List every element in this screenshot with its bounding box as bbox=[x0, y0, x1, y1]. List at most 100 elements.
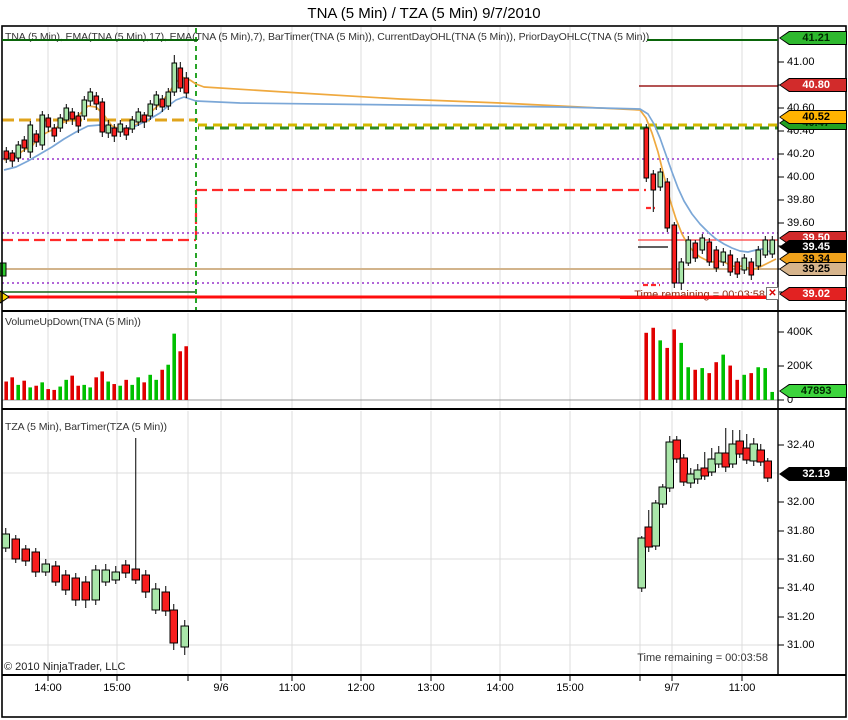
candle-body bbox=[121, 564, 130, 574]
volume-bar bbox=[679, 342, 683, 400]
time-axis-label-13-00: 13:00 bbox=[417, 682, 445, 694]
candle-body bbox=[762, 239, 769, 256]
volume-bar bbox=[28, 387, 32, 400]
candle-body bbox=[769, 239, 776, 255]
candle-body bbox=[727, 254, 734, 273]
tza-indicator-label: TZA (5 Min), BarTimer(TZA (5 Min)) bbox=[5, 421, 167, 433]
candle-body bbox=[93, 95, 100, 105]
candle-body bbox=[643, 127, 650, 179]
candle-body bbox=[756, 449, 765, 463]
candle-body bbox=[686, 473, 695, 484]
volume-bar bbox=[644, 332, 648, 400]
volume-bar bbox=[154, 379, 158, 400]
volume-bar bbox=[118, 385, 122, 400]
volume-axis-tick-label: 400K bbox=[787, 326, 813, 338]
candle-body bbox=[183, 77, 190, 94]
candle-body bbox=[699, 237, 706, 251]
candle-body bbox=[33, 133, 40, 143]
candle-body bbox=[39, 114, 46, 146]
volume-bar bbox=[94, 377, 98, 400]
bar-timer-main: Time remaining = 00:03:58 bbox=[634, 289, 765, 301]
candle-body bbox=[27, 124, 34, 153]
time-axis-label-14-00: 14:00 bbox=[486, 682, 514, 694]
main-price-badge-value: 41.21 bbox=[780, 32, 846, 44]
volume-bar bbox=[142, 382, 146, 400]
candle-body bbox=[63, 107, 70, 121]
candle-body bbox=[31, 551, 40, 573]
candle-body bbox=[692, 242, 699, 259]
candle-body bbox=[665, 441, 674, 489]
tza-axis-tick-label: 31.20 bbox=[787, 611, 815, 623]
volume-bar bbox=[735, 379, 739, 400]
tza-axis-tick-label: 31.40 bbox=[787, 582, 815, 594]
chart-title: TNA (5 Min) / TZA (5 Min) 9/7/2010 bbox=[307, 5, 541, 22]
candle-body bbox=[159, 98, 166, 108]
candle-body bbox=[741, 257, 748, 271]
volume-bar bbox=[64, 379, 68, 400]
current-day-low-line-overlay bbox=[620, 296, 778, 299]
close-icon[interactable]: ✕ bbox=[766, 287, 779, 300]
main-price-badge-value: 39.45 bbox=[780, 241, 846, 253]
volume-price-badge-47893: 47893 bbox=[779, 384, 847, 398]
candle-body bbox=[105, 124, 112, 134]
candle-body bbox=[713, 249, 720, 269]
volume-bar bbox=[106, 381, 110, 400]
volume-bar bbox=[136, 377, 140, 400]
main-price-badge-value: 40.52 bbox=[780, 111, 846, 123]
bar-timer-tza: Time remaining = 00:03:58 bbox=[637, 652, 768, 664]
candle-body bbox=[165, 91, 172, 107]
main-axis-tick-label: 40.00 bbox=[787, 171, 815, 183]
candle-body bbox=[41, 563, 50, 573]
volume-bar bbox=[88, 387, 92, 400]
copyright-text: © 2010 NinjaTrader, LLC bbox=[4, 661, 126, 673]
volume-bar bbox=[130, 384, 134, 400]
candle-body bbox=[111, 571, 120, 581]
tza-axis-tick-label: 31.80 bbox=[787, 525, 815, 537]
volume-bar bbox=[112, 384, 116, 400]
time-axis-label-15-00: 15:00 bbox=[556, 682, 584, 694]
volume-bar bbox=[46, 389, 50, 400]
volume-axis-tick-label: 0 bbox=[787, 394, 794, 406]
volume-bar bbox=[707, 373, 711, 400]
candle-body bbox=[15, 144, 22, 159]
volume-bar bbox=[184, 346, 188, 400]
candle-body bbox=[657, 171, 664, 188]
main-price-badge-value: 40.80 bbox=[780, 79, 846, 91]
candle-body bbox=[21, 139, 28, 149]
candle-body bbox=[69, 111, 76, 120]
candle-body bbox=[45, 117, 52, 128]
volume-bar bbox=[742, 374, 746, 400]
volume-bar bbox=[70, 375, 74, 400]
candle-body bbox=[651, 502, 660, 547]
main-price-badge-40.80: 40.80 bbox=[779, 78, 847, 92]
candle-body bbox=[61, 574, 70, 591]
candle-body bbox=[21, 548, 30, 562]
time-axis-label-15-00: 15:00 bbox=[103, 682, 131, 694]
candle-body bbox=[135, 111, 142, 123]
candle-body bbox=[763, 460, 772, 479]
volume-bar bbox=[34, 385, 38, 400]
volume-bar bbox=[124, 379, 128, 400]
candle-body bbox=[51, 127, 58, 137]
candle-body bbox=[101, 569, 110, 583]
volume-bar bbox=[770, 391, 774, 400]
candle-body bbox=[714, 452, 723, 465]
volume-bar bbox=[82, 384, 86, 400]
time-axis-label-14-00: 14:00 bbox=[34, 682, 62, 694]
volume-bar bbox=[178, 351, 182, 400]
volume-bar bbox=[700, 368, 704, 400]
candle-body bbox=[81, 99, 88, 117]
main-axis-tick-label: 41.00 bbox=[787, 56, 815, 68]
candle-body bbox=[706, 241, 713, 263]
main-price-badge-39.45: 39.45 bbox=[779, 240, 847, 254]
volume-bar bbox=[672, 329, 676, 400]
main-axis-tick-label: 39.60 bbox=[787, 217, 815, 229]
candle-body bbox=[180, 625, 189, 648]
candle-body bbox=[153, 94, 160, 106]
candle-body bbox=[679, 457, 688, 483]
tza-axis-tick-label: 31.00 bbox=[787, 639, 815, 651]
volume-axis-tick-label: 200K bbox=[787, 360, 813, 372]
volume-bar bbox=[763, 368, 767, 400]
candle-body bbox=[721, 452, 730, 468]
